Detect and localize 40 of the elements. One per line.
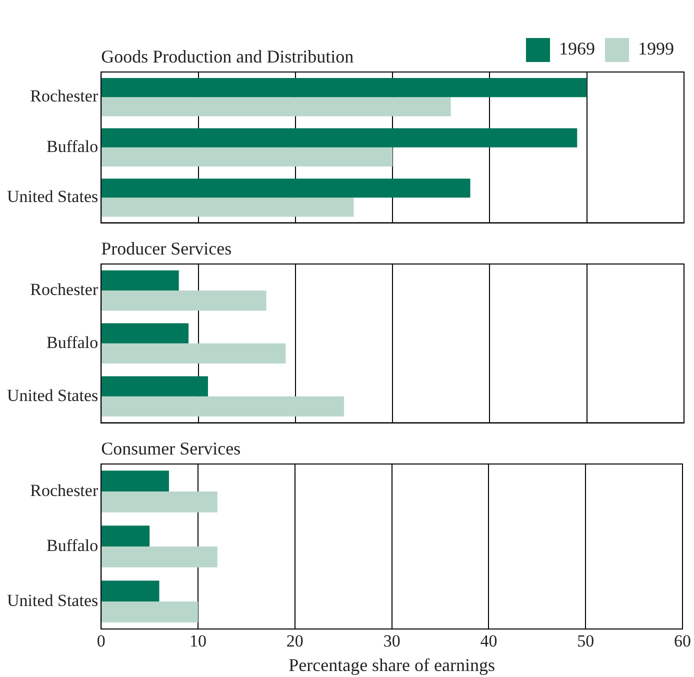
bar (102, 147, 393, 166)
x-tick-label: 20 (286, 632, 304, 651)
x-tick-label: 60 (674, 632, 691, 651)
bar (102, 343, 286, 364)
bar (102, 526, 150, 546)
chart-title: Consumer Services (101, 438, 241, 459)
bar (102, 198, 354, 217)
bar (102, 580, 160, 602)
y-tick-label: United States (6, 187, 98, 206)
x-tick-label: 50 (577, 632, 594, 651)
bar (102, 178, 470, 198)
bar (102, 290, 266, 311)
y-tick-label: Buffalo (46, 136, 98, 156)
bar (102, 97, 451, 116)
bar (102, 492, 218, 512)
y-tick-label: Rochester (30, 480, 98, 500)
bar (102, 470, 169, 492)
bar (102, 376, 208, 396)
x-tick-label: 10 (190, 632, 207, 651)
y-tick-label: Buffalo (46, 332, 98, 352)
y-tick-label: Buffalo (46, 536, 98, 555)
y-tick-label: Rochester (30, 280, 98, 299)
bar (102, 396, 344, 416)
legend-label: 1999 (638, 38, 674, 59)
x-axis-title: Percentage share of earnings (288, 654, 496, 675)
bar (102, 78, 587, 98)
bar (102, 323, 189, 344)
y-tick-label: United States (6, 590, 98, 610)
chart-title: Goods Production and Distribution (101, 46, 354, 67)
bar (102, 602, 198, 622)
x-tick-label: 40 (480, 632, 498, 651)
bar (102, 546, 218, 568)
y-tick-label: Rochester (30, 86, 98, 106)
legend-label: 1969 (559, 38, 595, 59)
bar (102, 270, 179, 290)
bar (102, 128, 578, 148)
x-tick-label: 0 (96, 632, 106, 651)
x-tick-label: 30 (383, 632, 400, 651)
y-tick-label: United States (6, 386, 98, 405)
chart-title: Producer Services (101, 238, 232, 259)
